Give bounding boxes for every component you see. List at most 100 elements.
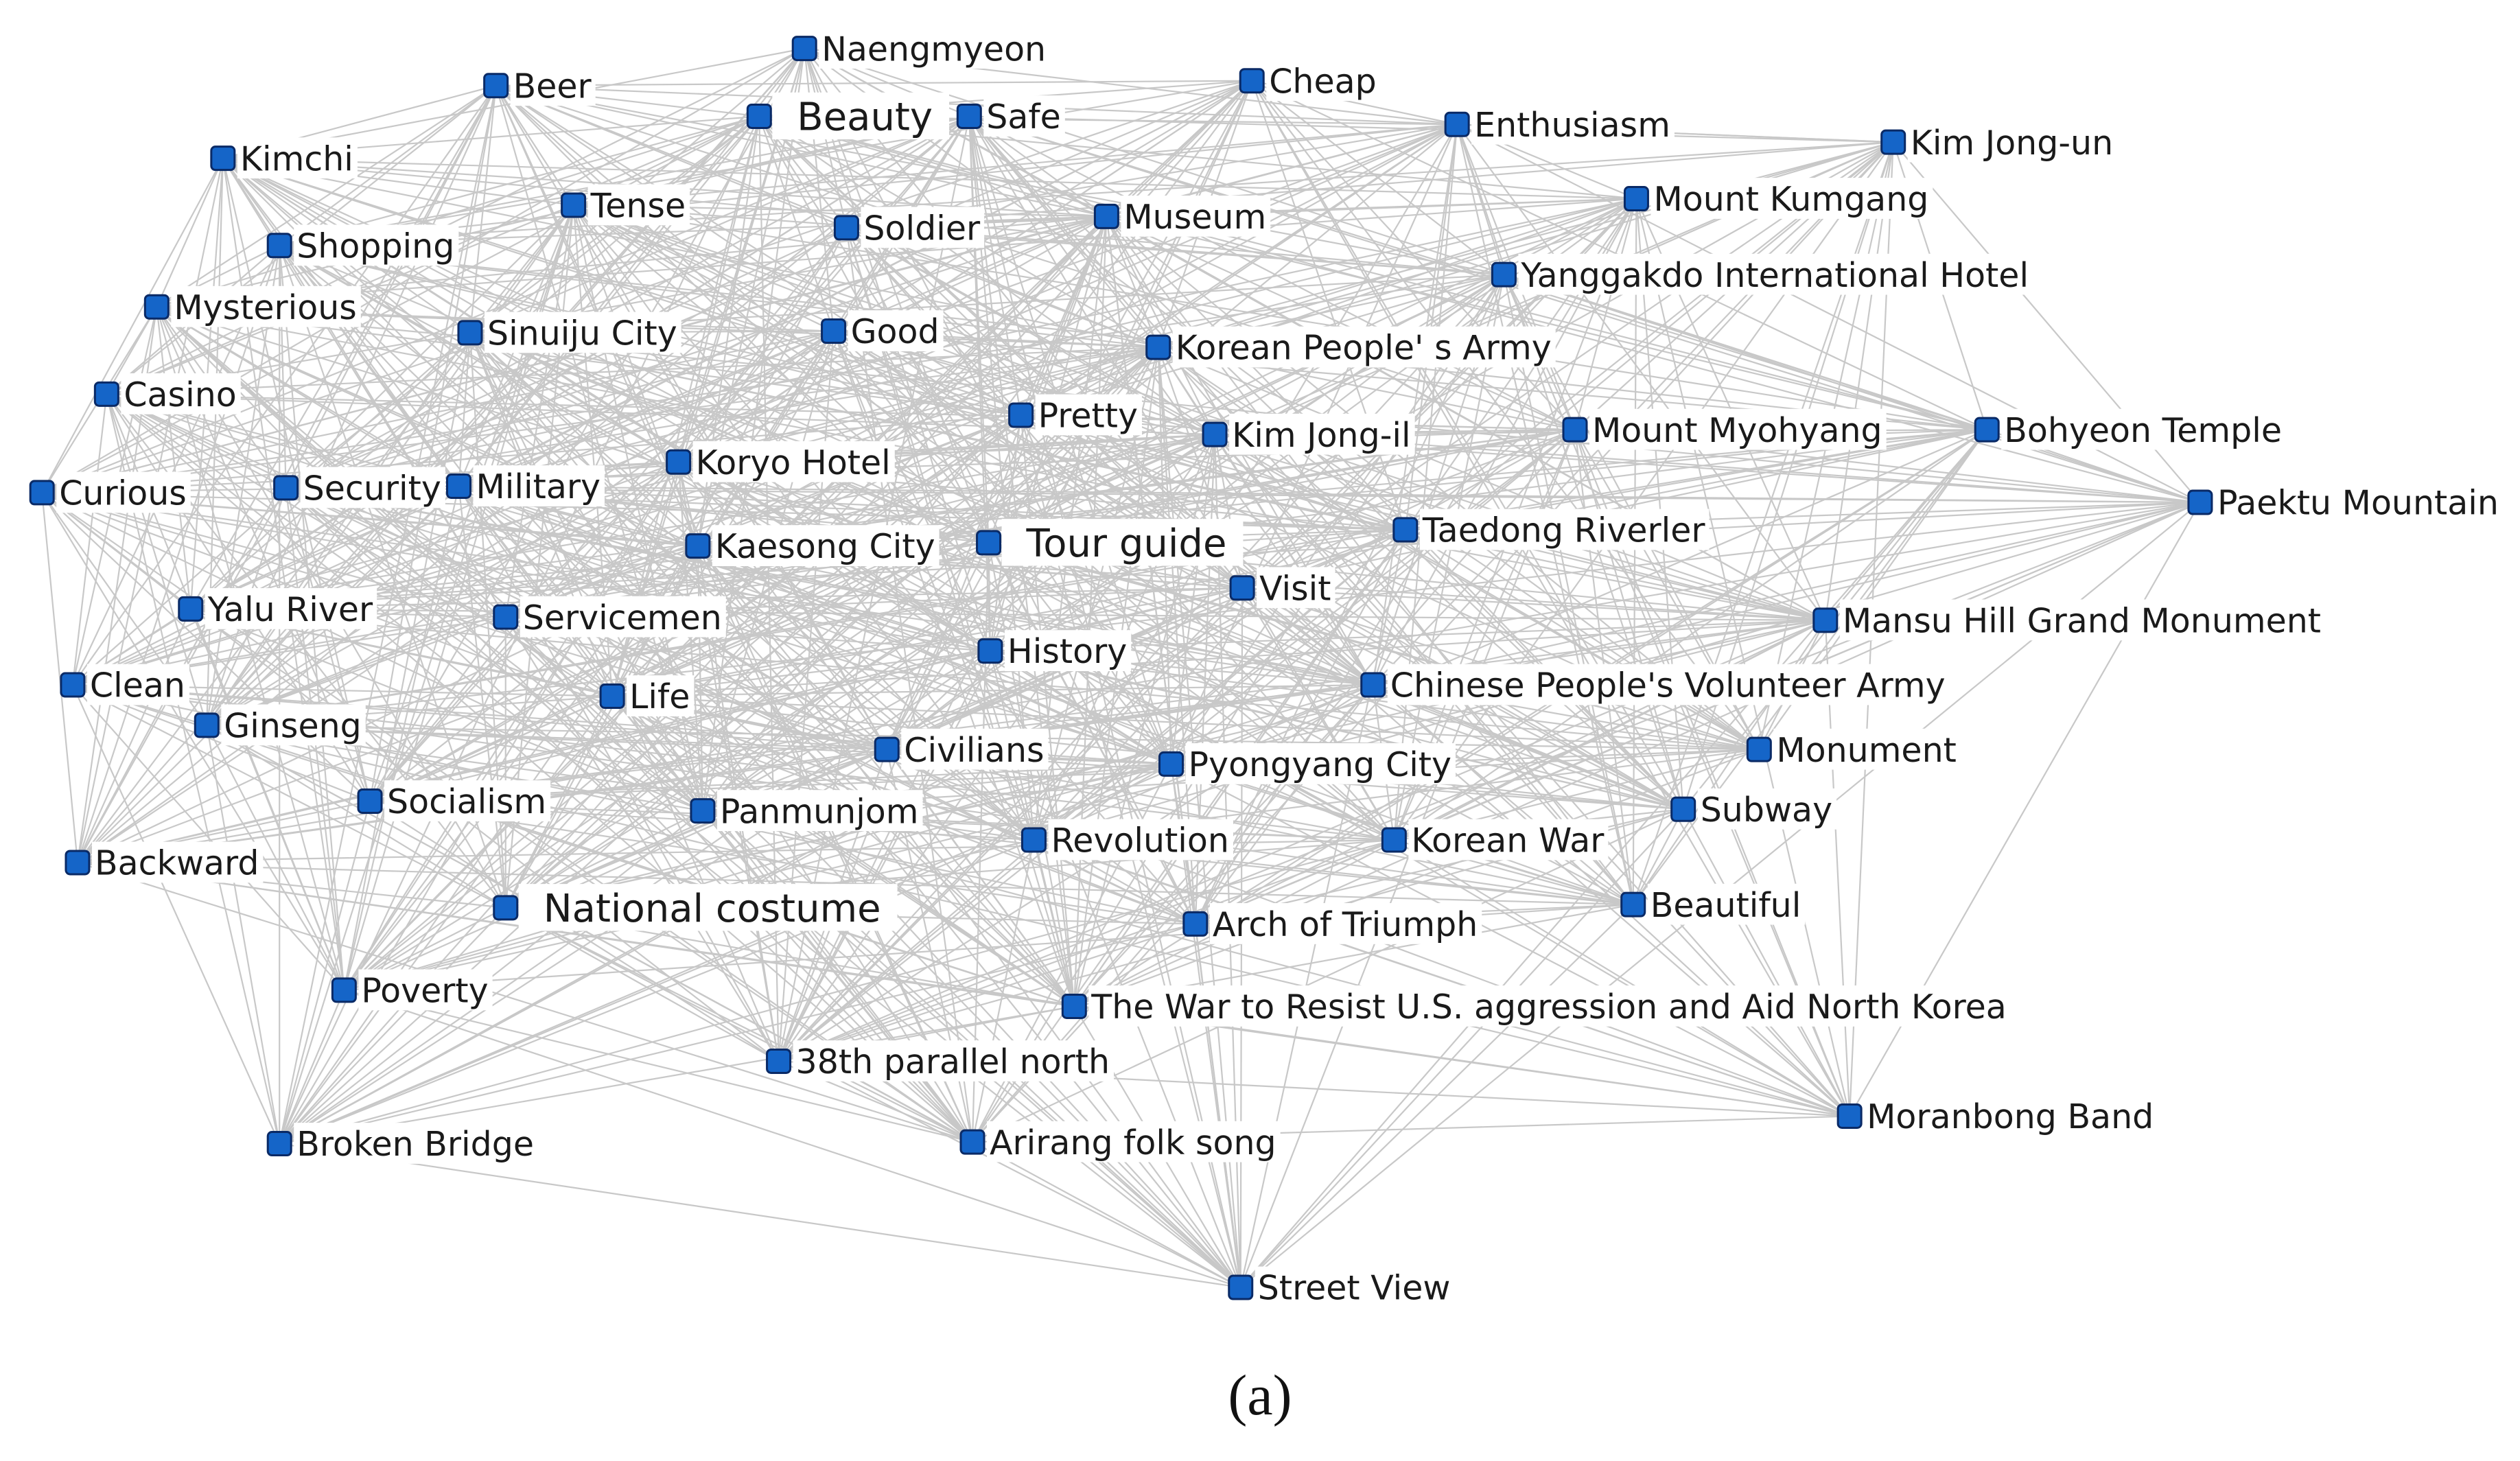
- edge-pretty-curious: [42, 414, 1021, 494]
- edge-ginseng-war-resist: [206, 724, 1075, 1007]
- edge-kpa-national-costume: [505, 347, 1159, 909]
- node-marker: [1812, 607, 1839, 633]
- edge-life-street-view: [611, 695, 1241, 1288]
- node-civilians: Civilians: [874, 728, 1049, 770]
- edge-bohyeon-street-view: [1239, 429, 1988, 1288]
- node-kpa: Korean People' s Army: [1145, 326, 1556, 368]
- edge-revolution-arirang: [971, 839, 1035, 1143]
- edge-mount-kumgang-mount-myohyang: [1574, 198, 1637, 430]
- node-label-background: [901, 728, 1049, 770]
- edge-mount-myohyang-visit: [1241, 429, 1576, 589]
- edge-visit-socialism: [369, 587, 1243, 802]
- node-tour-guide: Tour guide: [976, 519, 1244, 566]
- node-marker: [833, 215, 859, 241]
- edge-beer-backward: [77, 85, 497, 863]
- edge-yanggakdo-arch: [1194, 274, 1505, 924]
- node-label: Clean: [90, 666, 185, 705]
- edge-casino-clean: [71, 394, 108, 686]
- node-marker: [29, 480, 55, 506]
- node-label: Arirang folk song: [990, 1123, 1276, 1162]
- node-marker: [1061, 993, 1087, 1019]
- node-marker: [766, 1048, 792, 1074]
- node-label: Korean People' s Army: [1176, 329, 1552, 368]
- node-beautiful: Beautiful: [1620, 883, 1806, 925]
- node-label: Yanggakdo International Hotel: [1520, 256, 2029, 295]
- node-label-background: [1004, 630, 1132, 671]
- node-label-background: [1650, 178, 1933, 219]
- node-label-background: [1229, 413, 1415, 455]
- node-label-background: [510, 65, 596, 106]
- edge-paektu-national-costume: [505, 501, 2201, 909]
- node-poverty: Poverty: [331, 969, 493, 1011]
- edge-kim-jong-un-soldier: [846, 141, 1893, 229]
- edge-good-kaesong: [697, 330, 835, 547]
- node-label: Moranbong Band: [1867, 1097, 2154, 1136]
- edge-soldier-cpva: [845, 227, 1374, 686]
- node-label-background: [772, 92, 950, 140]
- edge-arch-38th: [778, 923, 1196, 1062]
- node-national-costume: National costume: [493, 884, 898, 931]
- node-label: Mysterious: [174, 288, 357, 327]
- edge-tense-bohyeon: [573, 204, 1987, 431]
- node-label: Bohyeon Temple: [2004, 411, 2282, 450]
- edge-clean-civilians: [72, 683, 887, 751]
- node-label: Mount Myohyang: [1592, 411, 1882, 450]
- edge-history-backward: [77, 650, 991, 864]
- edge-life-cpva: [612, 683, 1373, 697]
- node-history: History: [977, 630, 1132, 671]
- node-kimchi: Kimchi: [210, 137, 358, 178]
- edge-civilians-national-costume: [505, 749, 887, 909]
- node-label-background: [1907, 121, 2118, 163]
- edge-good-poverty: [343, 330, 835, 991]
- node-marker: [1360, 672, 1386, 698]
- node-label-background: [848, 310, 944, 351]
- edge-cheap-shopping: [279, 80, 1252, 246]
- edge-war-resist-broken-bridge: [279, 1005, 1075, 1145]
- node-marker: [791, 36, 817, 62]
- edge-museum-mansu: [1106, 215, 1826, 621]
- edge-ginseng-poverty: [206, 725, 345, 991]
- edge-safe-sinuiju: [469, 115, 970, 334]
- node-layer: Naengmyeon Beer Beauty Safe Cheap Enthusiasm K…: [29, 27, 2503, 1308]
- edge-good-mansu: [833, 330, 1826, 621]
- node-label: Kim Jong-un: [1911, 124, 2113, 163]
- edge-paektu-cpva: [1373, 501, 2201, 686]
- node-beauty: Beauty: [746, 92, 950, 140]
- edge-kpa-mansu: [1158, 347, 1826, 621]
- node-pretty: Pretty: [1008, 394, 1142, 436]
- node-label: Beer: [513, 67, 592, 106]
- edge-kaesong-street-view: [697, 545, 1241, 1288]
- edge-beauty-shopping: [279, 115, 760, 246]
- edge-enthusiasm-korean-war: [1393, 124, 1458, 841]
- edge-life-subway: [611, 695, 1683, 810]
- edge-clean-broken-bridge: [71, 684, 281, 1144]
- node-military: Military: [445, 465, 605, 506]
- edge-kim-jong-il-backward: [77, 434, 1215, 863]
- node-war-resist: The War to Resist U.S. aggression and Ai…: [1061, 985, 2011, 1027]
- edge-national-costume-broken-bridge: [279, 907, 506, 1145]
- node-paektu: Paektu Mountain: [2187, 481, 2503, 523]
- node-marker: [746, 103, 772, 129]
- edge-kpa-casino: [106, 346, 1158, 395]
- edge-pyongyang-national-costume: [505, 763, 1171, 909]
- edge-kim-jong-un-38th: [778, 141, 1894, 1062]
- node-label: Paektu Mountain: [2217, 484, 2499, 523]
- edge-pyongyang-broken-bridge: [279, 763, 1171, 1145]
- edge-safe-curious: [41, 115, 970, 493]
- edge-mysterious-panmunjom: [156, 306, 703, 812]
- edge-tense-security: [285, 204, 574, 489]
- node-label-background: [861, 207, 985, 248]
- edge-life-war-resist: [611, 695, 1075, 1007]
- edge-revolution-moranbong: [1034, 839, 1850, 1117]
- node-label: Ginseng: [224, 707, 361, 746]
- node-curious: Curious: [29, 471, 191, 513]
- edge-tense-sinuiju: [469, 204, 574, 334]
- edge-pretty-national-costume: [504, 414, 1022, 909]
- node-security: Security: [273, 467, 445, 509]
- edge-national-costume-38th: [505, 907, 780, 1062]
- node-marker: [210, 145, 236, 172]
- edge-soldier-monument: [845, 226, 1760, 751]
- node-marker: [1182, 911, 1209, 937]
- node-panmunjom: Panmunjom: [690, 790, 923, 831]
